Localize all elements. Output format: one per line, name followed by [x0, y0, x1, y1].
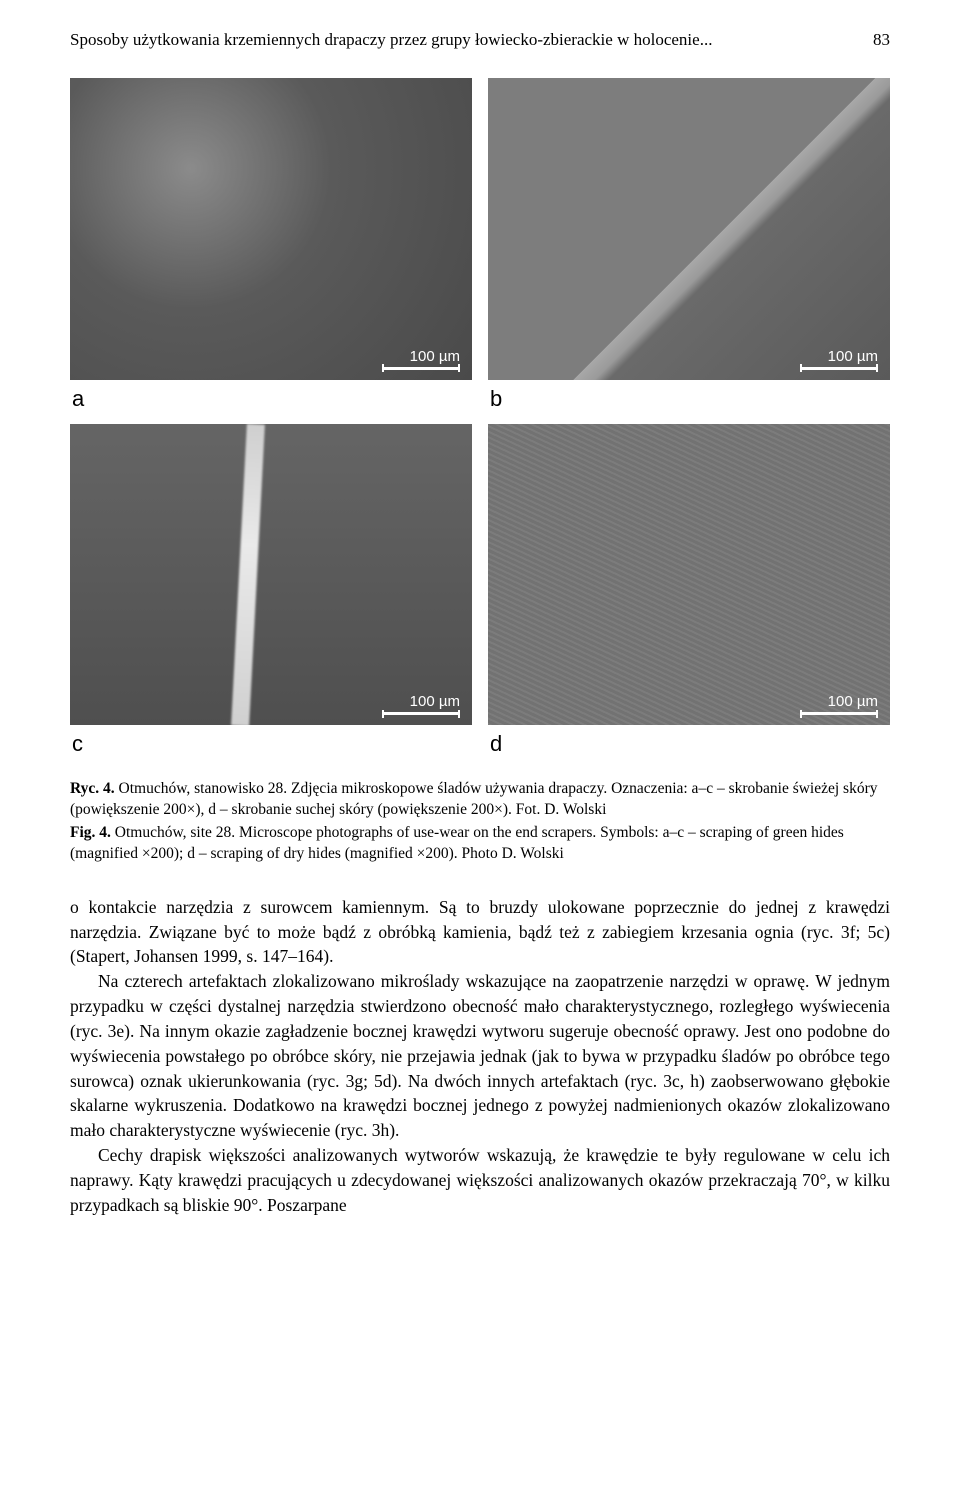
micrograph-b: 100 µm — [488, 78, 890, 380]
body-paragraph-3: Cechy drapisk większości analizowanych w… — [70, 1143, 890, 1218]
figure-panel-b: 100 µm b — [488, 78, 890, 412]
scale-line — [800, 367, 878, 370]
scale-text: 100 µm — [828, 693, 878, 710]
micrograph-c: 100 µm — [70, 424, 472, 726]
scale-line — [382, 367, 460, 370]
scale-text: 100 µm — [410, 348, 460, 365]
figure-panel-c: 100 µm c — [70, 424, 472, 758]
page-number: 83 — [873, 30, 890, 50]
panel-label-a: a — [70, 386, 472, 412]
running-header: Sposoby użytkowania krzemiennych drapacz… — [70, 30, 890, 50]
figure-panel-d: 100 µm d — [488, 424, 890, 758]
panel-label-d: d — [488, 731, 890, 757]
caption-en-text: Otmuchów, site 28. Microscope photograph… — [70, 824, 844, 862]
body-paragraph-1: o kontakcie narzędzia z surowcem kamienn… — [70, 895, 890, 970]
micrograph-a: 100 µm — [70, 78, 472, 380]
body-paragraph-2: Na czterech artefaktach zlokalizowano mi… — [70, 969, 890, 1143]
panel-label-c: c — [70, 731, 472, 757]
scale-text: 100 µm — [828, 348, 878, 365]
figure-panel-a: 100 µm a — [70, 78, 472, 412]
figure-caption: Ryc. 4. Otmuchów, stanowisko 28. Zdjęcia… — [70, 779, 890, 865]
scale-bar: 100 µm — [800, 693, 878, 715]
panel-label-b: b — [488, 386, 890, 412]
figure-panel-grid: 100 µm a 100 µm b 100 µm c 100 µm — [70, 78, 890, 757]
scale-text: 100 µm — [410, 693, 460, 710]
caption-pl-text: Otmuchów, stanowisko 28. Zdjęcia mikrosk… — [70, 780, 878, 818]
caption-en-lead: Fig. 4. — [70, 824, 111, 841]
micrograph-d: 100 µm — [488, 424, 890, 726]
body-text: o kontakcie narzędzia z surowcem kamienn… — [70, 895, 890, 1218]
running-title: Sposoby użytkowania krzemiennych drapacz… — [70, 30, 843, 50]
scale-line — [382, 712, 460, 715]
scale-bar: 100 µm — [800, 348, 878, 370]
scale-bar: 100 µm — [382, 693, 460, 715]
scale-line — [800, 712, 878, 715]
caption-pl-lead: Ryc. 4. — [70, 780, 115, 797]
scale-bar: 100 µm — [382, 348, 460, 370]
